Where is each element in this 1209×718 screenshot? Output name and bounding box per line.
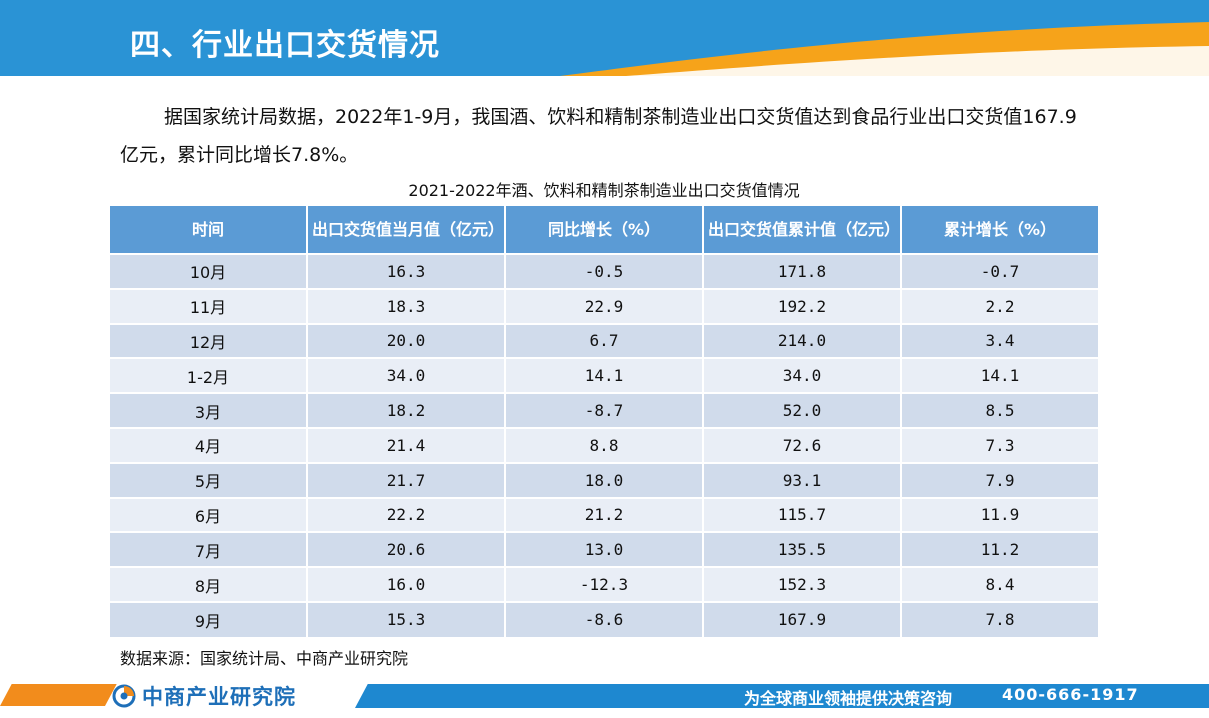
page-title: 四、行业出口交货情况 (130, 28, 440, 63)
cell-time: 4月 (110, 426, 308, 463)
footer-logo-name: 中商产业研究院 (142, 685, 296, 709)
cell-cumulative-value: 93.1 (703, 461, 902, 498)
cell-monthly-value: 20.6 (307, 531, 506, 568)
cell-monthly-value: 21.4 (307, 426, 506, 463)
cell-cumulative-value: 34.0 (703, 357, 902, 394)
cell-cumulative-growth: 14.1 (901, 357, 1098, 394)
company-logo-icon (112, 684, 136, 708)
cell-yoy-growth: 13.0 (505, 531, 704, 568)
table-row: 1-2月 34.0 14.1 34.0 14.1 (110, 357, 1098, 394)
cell-cumulative-growth: 11.9 (901, 496, 1098, 533)
cell-monthly-value: 16.3 (307, 253, 506, 289)
table-row: 12月 20.0 6.7 214.0 3.4 (110, 322, 1098, 359)
cell-time: 9月 (110, 600, 308, 637)
cell-monthly-value: 20.0 (307, 322, 506, 359)
export-value-table: 时间 出口交货值当月值（亿元） 同比增长（%） 出口交货值累计值（亿元） 累计增… (110, 206, 1098, 637)
footer-orange-bar (0, 684, 117, 706)
cell-time: 11月 (110, 287, 308, 324)
cell-cumulative-value: 171.8 (703, 253, 902, 289)
cell-time: 3月 (110, 392, 308, 428)
cell-monthly-value: 18.3 (307, 287, 506, 324)
cell-cumulative-growth: 7.8 (901, 600, 1098, 637)
cell-yoy-growth: -0.5 (505, 253, 704, 289)
cell-yoy-growth: 22.9 (505, 287, 704, 324)
cell-cumulative-growth: -0.7 (901, 253, 1098, 289)
cell-time: 6月 (110, 496, 308, 533)
cell-cumulative-growth: 2.2 (901, 287, 1098, 324)
cell-monthly-value: 16.0 (307, 566, 506, 602)
cell-monthly-value: 15.3 (307, 600, 506, 637)
cell-yoy-growth: 6.7 (505, 322, 704, 359)
cell-cumulative-growth: 11.2 (901, 531, 1098, 568)
cell-cumulative-value: 192.2 (703, 287, 902, 324)
footer-phone: 400-666-1917 (1002, 685, 1139, 704)
cell-cumulative-growth: 8.4 (901, 566, 1098, 602)
table-row: 6月 22.2 21.2 115.7 11.9 (110, 496, 1098, 533)
header-monthly-value: 出口交货值当月值（亿元） (307, 206, 506, 254)
cell-yoy-growth: 8.8 (505, 426, 704, 463)
table-row: 9月 15.3 -8.6 167.9 7.8 (110, 600, 1098, 637)
footer-blue-bar (368, 684, 1209, 708)
cell-monthly-value: 18.2 (307, 392, 506, 428)
cell-cumulative-value: 214.0 (703, 322, 902, 359)
data-source-note: 数据来源：国家统计局、中商产业研究院 (120, 649, 409, 668)
footer-slogan: 为全球商业领袖提供决策咨询 (744, 689, 953, 708)
table-row: 8月 16.0 -12.3 152.3 8.4 (110, 566, 1098, 602)
table-row: 7月 20.6 13.0 135.5 11.2 (110, 531, 1098, 568)
cell-cumulative-value: 135.5 (703, 531, 902, 568)
cell-time: 7月 (110, 531, 308, 568)
cell-cumulative-growth: 7.3 (901, 426, 1098, 463)
cell-cumulative-value: 72.6 (703, 426, 902, 463)
intro-paragraph: 据国家统计局数据，2022年1-9月，我国酒、饮料和精制茶制造业出口交货值达到食… (120, 98, 1080, 174)
cell-yoy-growth: 21.2 (505, 496, 704, 533)
cell-time: 10月 (110, 253, 308, 289)
cell-time: 12月 (110, 322, 308, 359)
table-row: 11月 18.3 22.9 192.2 2.2 (110, 287, 1098, 324)
table-row: 4月 21.4 8.8 72.6 7.3 (110, 426, 1098, 463)
cell-yoy-growth: -8.7 (505, 392, 704, 428)
cell-yoy-growth: 14.1 (505, 357, 704, 394)
cell-time: 1-2月 (110, 357, 308, 394)
header-cumulative-value: 出口交货值累计值（亿元） (703, 206, 902, 254)
cell-monthly-value: 21.7 (307, 461, 506, 498)
cell-yoy-growth: 18.0 (505, 461, 704, 498)
footer-logo: 中商产业研究院 (112, 681, 296, 711)
cell-yoy-growth: -8.6 (505, 600, 704, 637)
table-header-row: 时间 出口交货值当月值（亿元） 同比增长（%） 出口交货值累计值（亿元） 累计增… (110, 206, 1098, 254)
cell-cumulative-growth: 8.5 (901, 392, 1098, 428)
header-banner: 四、行业出口交货情况 (0, 0, 1209, 82)
cell-monthly-value: 22.2 (307, 496, 506, 533)
header-cumulative-growth: 累计增长（%） (901, 206, 1098, 254)
table-row: 3月 18.2 -8.7 52.0 8.5 (110, 392, 1098, 428)
header-swoosh-decoration (0, 22, 1209, 82)
cell-time: 5月 (110, 461, 308, 498)
table-row: 5月 21.7 18.0 93.1 7.9 (110, 461, 1098, 498)
cell-cumulative-growth: 7.9 (901, 461, 1098, 498)
cell-cumulative-value: 152.3 (703, 566, 902, 602)
table-row: 10月 16.3 -0.5 171.8 -0.7 (110, 253, 1098, 289)
cell-cumulative-growth: 3.4 (901, 322, 1098, 359)
cell-monthly-value: 34.0 (307, 357, 506, 394)
header-yoy-growth: 同比增长（%） (505, 206, 704, 254)
cell-yoy-growth: -12.3 (505, 566, 704, 602)
cell-cumulative-value: 167.9 (703, 600, 902, 637)
intro-paragraph-text: 据国家统计局数据，2022年1-9月，我国酒、饮料和精制茶制造业出口交货值达到食… (120, 106, 1077, 166)
cell-cumulative-value: 52.0 (703, 392, 902, 428)
table-title: 2021-2022年酒、饮料和精制茶制造业出口交货值情况 (408, 181, 800, 200)
header-time: 时间 (110, 206, 308, 254)
cell-cumulative-value: 115.7 (703, 496, 902, 533)
cell-time: 8月 (110, 566, 308, 602)
